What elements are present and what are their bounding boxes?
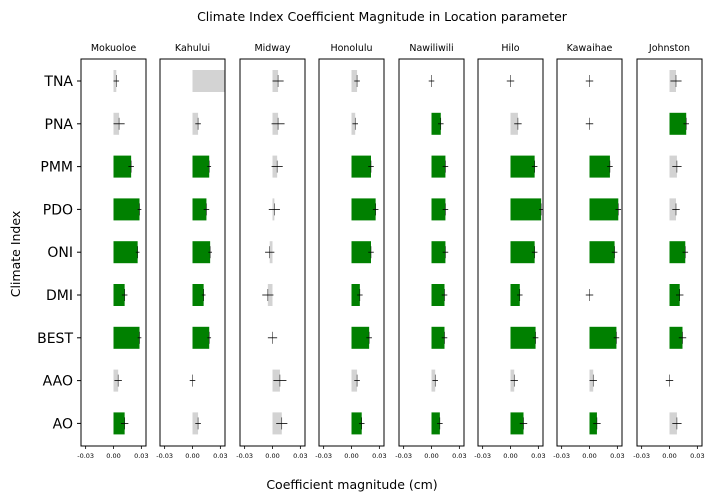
- bar-hilo-pmm: [510, 155, 535, 178]
- x-tick-label: -0.03: [474, 452, 491, 460]
- x-tick-label: 0.00: [503, 452, 517, 460]
- bar-johnston-pna: [669, 112, 687, 135]
- panel-title-honolulu: Honolulu: [330, 43, 372, 54]
- x-tick-label: -0.03: [315, 452, 332, 460]
- x-tick-label: -0.03: [77, 452, 94, 460]
- x-tick-label: 0.00: [344, 452, 358, 460]
- x-axis-label: Coefficient magnitude (cm): [266, 477, 437, 492]
- y-axis-label: Climate Index: [8, 211, 23, 298]
- bar-nawiliwili-pmm: [431, 155, 446, 178]
- bar-kawaihae-best: [589, 326, 617, 349]
- bar-hilo-ao: [510, 412, 524, 435]
- x-tick-label: 0.00: [185, 452, 199, 460]
- bar-nawiliwili-oni: [431, 241, 446, 264]
- panel-title-mokuoloe: Mokuoloe: [91, 43, 137, 54]
- x-tick-label: 0.00: [106, 452, 120, 460]
- bar-nawiliwili-best: [431, 326, 445, 349]
- panel-title-kahului: Kahului: [175, 43, 210, 54]
- bar-johnston-oni: [669, 241, 686, 264]
- bar-kahului-ao: [192, 412, 199, 435]
- bar-johnston-best: [669, 326, 683, 349]
- bar-honolulu-ao: [351, 412, 362, 435]
- panel-hilo: Hilo -0.03 0.00 0.03: [474, 43, 545, 460]
- panel-title-nawiliwili: Nawiliwili: [409, 43, 453, 54]
- x-tick-label: -0.03: [236, 452, 253, 460]
- x-tick-label: 0.03: [372, 452, 386, 460]
- x-tick-label: -0.03: [633, 452, 650, 460]
- y-tick-label-dmi: DMI: [46, 288, 73, 304]
- bar-mokuoloe-pdo: [113, 198, 140, 221]
- bar-mokuoloe-best: [113, 326, 140, 349]
- x-tick-label: 0.00: [582, 452, 596, 460]
- bar-hilo-best: [510, 326, 536, 349]
- bar-mokuoloe-dmi: [113, 284, 125, 306]
- y-axis-ticks: TNA PNA PMM PDO ONI DMI BEST AAO AO: [37, 74, 81, 432]
- bar-honolulu-dmi: [351, 284, 360, 306]
- x-tick-label: 0.03: [452, 452, 466, 460]
- bar-mokuoloe-ao: [113, 412, 125, 435]
- bar-kahului-pmm: [192, 155, 210, 178]
- bar-honolulu-pdo: [351, 198, 376, 221]
- panel-title-johnston: Johnston: [648, 43, 690, 54]
- x-tick-label: 0.03: [690, 452, 704, 460]
- bar-honolulu-oni: [351, 241, 371, 264]
- bar-mokuoloe-oni: [113, 241, 138, 264]
- bar-hilo-oni: [510, 241, 535, 264]
- bar-mokuoloe-pmm: [113, 155, 132, 178]
- bar-kahului-pna: [192, 112, 199, 135]
- bar-kahului-tna: [192, 70, 225, 92]
- bar-kawaihae-pmm: [589, 155, 610, 178]
- bar-nawiliwili-ao: [431, 412, 440, 435]
- panel-kahului: Kahului -0.03 0.00 0.03: [156, 43, 227, 460]
- x-tick-label: 0.00: [662, 452, 676, 460]
- bar-nawiliwili-pna: [431, 112, 441, 135]
- chart-title: Climate Index Coefficient Magnitude in L…: [197, 9, 568, 24]
- x-tick-label: 0.00: [265, 452, 279, 460]
- panel-title-kawaihae: Kawaihae: [567, 43, 613, 54]
- x-tick-label: -0.03: [156, 452, 173, 460]
- bar-kahului-best: [192, 326, 210, 349]
- panel-title-midway: Midway: [254, 43, 290, 54]
- x-tick-label: 0.03: [213, 452, 227, 460]
- x-tick-label: 0.03: [293, 452, 307, 460]
- y-tick-label-ao: AO: [53, 416, 73, 432]
- bar-hilo-pdo: [510, 198, 542, 221]
- y-tick-label-pna: PNA: [45, 117, 74, 133]
- bar-hilo-dmi: [510, 284, 520, 306]
- x-tick-label: -0.03: [553, 452, 570, 460]
- bar-honolulu-pmm: [351, 155, 371, 178]
- bar-kahului-oni: [192, 241, 211, 264]
- y-tick-label-pmm: PMM: [40, 160, 73, 176]
- panels: Mokuoloe -0.03 0.00 0.03 Kahului -0.03 0.00 0.0…: [77, 43, 704, 460]
- bar-nawiliwili-dmi: [431, 284, 445, 306]
- y-tick-label-tna: TNA: [43, 74, 73, 90]
- panel-midway: Midway -0.03 0.00 0.03: [236, 43, 307, 460]
- panel-kawaihae: Kawaihae -0.03 0.00 0.03: [553, 43, 624, 460]
- bar-nawiliwili-pdo: [431, 198, 446, 221]
- panel-title-hilo: Hilo: [501, 43, 519, 54]
- y-tick-label-oni: ONI: [47, 245, 73, 261]
- bar-kahului-pdo: [192, 198, 207, 221]
- y-tick-label-aao: AAO: [43, 374, 73, 390]
- panel-honolulu: Honolulu -0.03 0.00 0.03: [315, 43, 386, 460]
- x-tick-label: 0.00: [424, 452, 438, 460]
- y-tick-label-pdo: PDO: [43, 202, 73, 218]
- bar-kahului-dmi: [192, 284, 204, 306]
- bar-kawaihae-oni: [589, 241, 615, 264]
- bar-kawaihae-pdo: [589, 198, 619, 221]
- panel-johnston: Johnston -0.03 0.00 0.03: [633, 43, 704, 460]
- panel-nawiliwili: Nawiliwili -0.03 0.00 0.03: [395, 43, 466, 460]
- y-tick-label-best: BEST: [37, 331, 73, 347]
- x-tick-label: -0.03: [395, 452, 412, 460]
- x-tick-label: 0.03: [134, 452, 148, 460]
- panel-mokuoloe: Mokuoloe -0.03 0.00 0.03: [77, 43, 148, 460]
- x-tick-label: 0.03: [531, 452, 545, 460]
- bar-johnston-dmi: [669, 284, 680, 306]
- bar-honolulu-best: [351, 326, 370, 349]
- x-tick-label: 0.03: [610, 452, 624, 460]
